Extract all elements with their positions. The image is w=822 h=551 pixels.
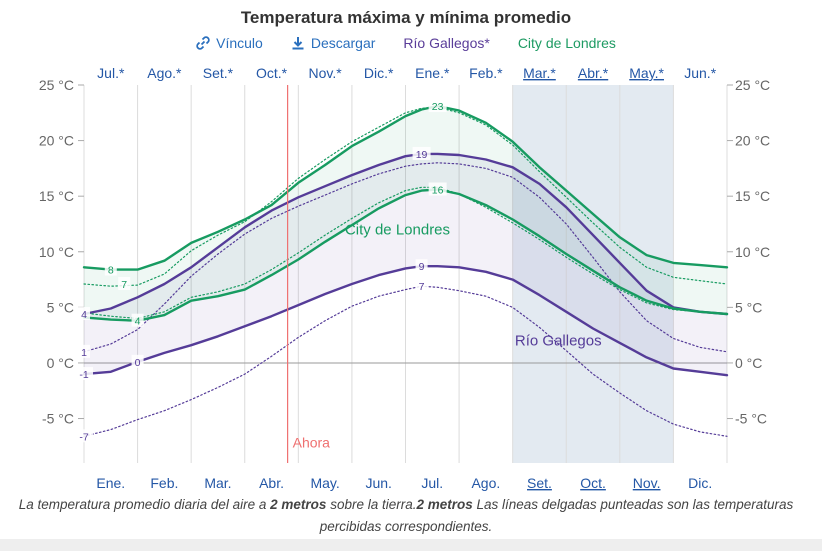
x-month-label-top: Feb.*	[469, 65, 503, 81]
data-label-bg	[75, 429, 93, 443]
data-label: -1	[79, 369, 88, 381]
data-label: 7	[419, 281, 425, 293]
data-label-bg	[428, 99, 447, 113]
y-tick-label-left: 25 °C	[39, 77, 74, 93]
download-label: Descargar	[310, 35, 376, 51]
data-label-bg	[78, 307, 90, 321]
now-label: Ahora	[293, 434, 331, 450]
x-month-label-bottom: Mar.	[204, 475, 231, 491]
y-tick-label-right: 5 °C	[735, 299, 762, 315]
chart-title: Temperatura máxima y mínima promedio	[240, 8, 572, 27]
y-tick-label-left: 5 °C	[47, 299, 74, 315]
x-month-label-top: May.*	[629, 65, 664, 81]
data-label: 19	[416, 149, 428, 161]
y-tick-label-right: 0 °C	[735, 355, 762, 371]
y-tick-label-right: 10 °C	[735, 244, 770, 260]
download-icon	[292, 37, 304, 50]
data-label-bg	[415, 259, 428, 273]
x-month-label-bottom: Jul.	[421, 475, 443, 491]
data-label-bg	[118, 277, 131, 291]
data-label: 16	[432, 185, 444, 197]
city-de-londres-min-line	[82, 188, 729, 322]
link-label: Vínculo	[216, 35, 263, 51]
city-de-londres-annotation: City de Londres	[345, 222, 450, 239]
y-tick-label-left: 0 °C	[47, 355, 74, 371]
rio-gallegos-annotation: Río Gallegos	[515, 333, 602, 350]
x-month-label-bottom: Nov.	[633, 475, 661, 491]
x-month-label-top: Ago.*	[147, 65, 182, 81]
data-label-bg	[104, 262, 117, 276]
x-month-label-top: Jul.*	[97, 65, 125, 81]
x-month-label-top: Nov.*	[309, 65, 343, 81]
y-tick-label-left: -5 °C	[42, 411, 74, 427]
legend-rio-gallegos[interactable]: Río Gallegos*	[403, 35, 489, 51]
x-month-label-bottom: Set.	[527, 475, 552, 491]
download-button[interactable]: Descargar	[291, 35, 376, 51]
x-month-label-top: Mar.*	[523, 65, 556, 81]
rio-gallegos-band	[84, 153, 727, 376]
y-tick-label-right: 15 °C	[735, 188, 770, 204]
data-label: -7	[79, 431, 88, 443]
city-de-londres-max-line	[82, 104, 729, 271]
city-de-londres-min-perceived-line	[83, 186, 728, 320]
data-label: 4	[135, 316, 141, 328]
x-month-label-top: Abr.*	[578, 65, 609, 81]
legend-city-de-londres[interactable]: City de Londres	[518, 35, 616, 51]
data-label-bg	[412, 146, 431, 160]
data-label: 1	[81, 347, 87, 359]
x-month-label-bottom: Oct.	[580, 475, 606, 491]
x-month-label-bottom: Abr.	[259, 475, 284, 491]
legend-city-de-londres-label: City de Londres	[517, 35, 616, 51]
data-label-bg	[78, 344, 90, 358]
y-tick-label-left: 20 °C	[39, 133, 74, 149]
data-label: 23	[432, 101, 444, 113]
city-de-londres-band	[84, 106, 727, 321]
data-label: 0	[135, 357, 141, 369]
x-month-label-top: Ene.*	[415, 65, 450, 81]
x-month-label-top: Jun.*	[684, 65, 716, 81]
data-label-bg	[75, 367, 93, 381]
x-month-label-bottom: Feb.	[150, 475, 178, 491]
y-tick-label-left: 10 °C	[39, 244, 74, 260]
x-month-label-bottom: May.	[310, 475, 339, 491]
chart-caption: La temperatura promedio diaria del aire …	[18, 497, 794, 534]
data-label-bg	[415, 279, 428, 293]
city-de-londres-max-perceived-line	[83, 106, 728, 287]
y-tick-label-left: 15 °C	[39, 188, 74, 204]
x-month-label-bottom: Dic.	[688, 475, 712, 491]
data-label: 8	[108, 265, 114, 277]
legend-rio-gallegos-label: Río Gallegos*	[403, 35, 490, 51]
chart-toolbar: Vínculo Descargar Río Gallegos* City de …	[0, 35, 812, 51]
footer-strip	[0, 539, 822, 551]
rio-gallegos-min-perceived-line	[83, 285, 728, 437]
data-label-bg	[131, 313, 144, 327]
x-month-label-top: Oct.*	[256, 65, 288, 81]
link-icon	[196, 36, 210, 50]
rio-gallegos-min-line	[82, 265, 729, 377]
rio-gallegos-max-perceived-line	[83, 162, 728, 353]
y-tick-label-right: 25 °C	[735, 77, 770, 93]
y-tick-label-right: -5 °C	[735, 411, 767, 427]
data-label-bg	[131, 354, 144, 368]
x-month-label-bottom: Jun.	[365, 475, 391, 491]
x-month-label-bottom: Ago.	[471, 475, 500, 491]
data-label: 9	[419, 261, 425, 273]
x-month-label-bottom: Ene.	[96, 475, 125, 491]
data-label: 4	[81, 309, 87, 321]
data-label: 7	[121, 279, 127, 291]
x-month-label-top: Set.*	[203, 65, 234, 81]
link-button[interactable]: Vínculo	[196, 35, 263, 51]
data-label-bg	[428, 182, 447, 196]
x-month-label-top: Dic.*	[364, 65, 394, 81]
y-tick-label-right: 20 °C	[735, 133, 770, 149]
